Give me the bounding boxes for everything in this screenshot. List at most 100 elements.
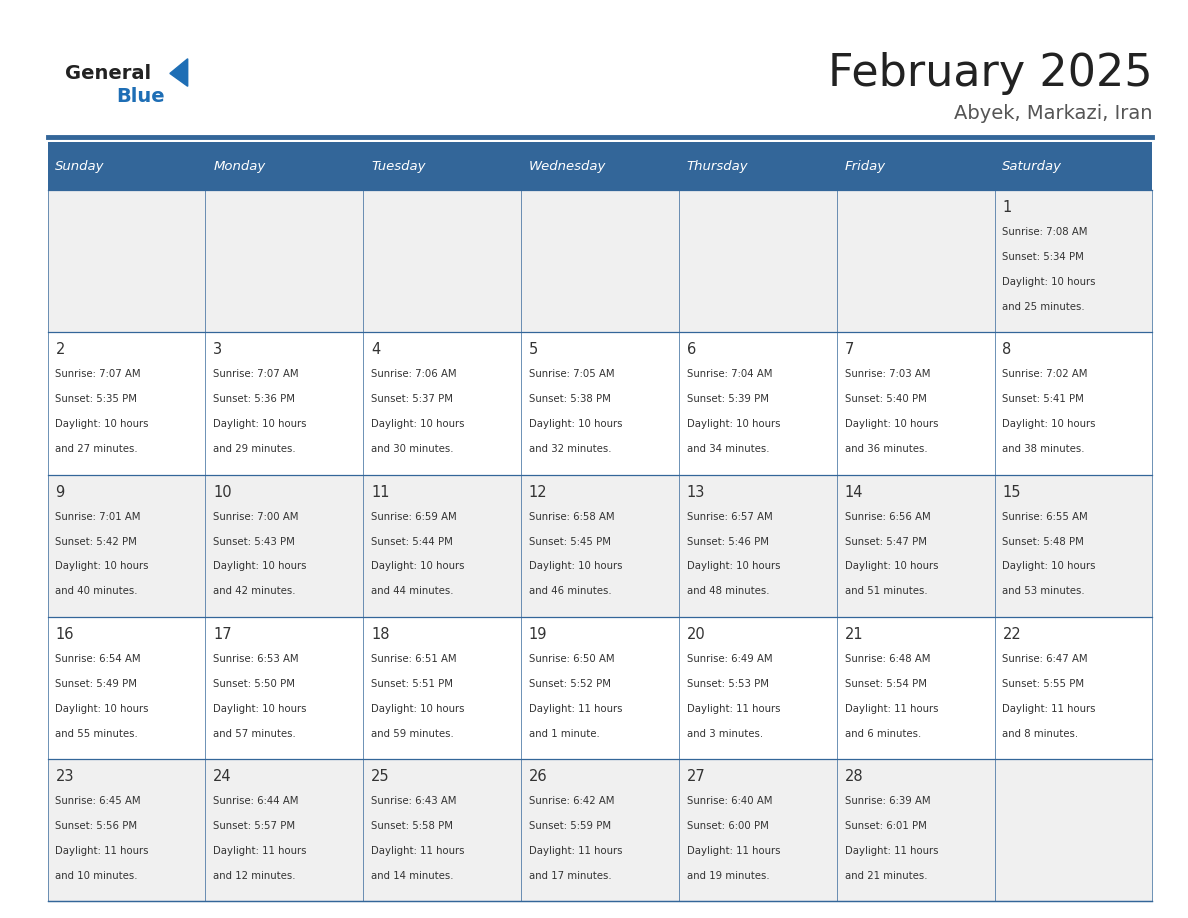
Text: and 42 minutes.: and 42 minutes. [213, 587, 296, 597]
Text: and 57 minutes.: and 57 minutes. [213, 729, 296, 739]
Text: Tuesday: Tuesday [371, 160, 425, 173]
Text: Sunset: 5:34 PM: Sunset: 5:34 PM [1003, 252, 1085, 262]
Text: 3: 3 [213, 342, 222, 357]
Bar [678, 142, 836, 190]
Text: Sunrise: 6:49 AM: Sunrise: 6:49 AM [687, 654, 772, 664]
Text: Sunrise: 6:53 AM: Sunrise: 6:53 AM [213, 654, 299, 664]
Text: 24: 24 [213, 769, 232, 784]
Text: Sunset: 5:55 PM: Sunset: 5:55 PM [1003, 678, 1085, 688]
Text: Sunset: 5:42 PM: Sunset: 5:42 PM [56, 536, 138, 546]
Text: and 19 minutes.: and 19 minutes. [687, 871, 770, 881]
Text: Sunrise: 6:39 AM: Sunrise: 6:39 AM [845, 796, 930, 806]
Text: 20: 20 [687, 627, 706, 642]
Text: Daylight: 10 hours: Daylight: 10 hours [213, 562, 307, 571]
Bar [206, 142, 364, 190]
Text: Sunset: 5:36 PM: Sunset: 5:36 PM [213, 394, 296, 404]
Text: Sunset: 5:50 PM: Sunset: 5:50 PM [213, 678, 296, 688]
Text: 19: 19 [529, 627, 548, 642]
Text: and 17 minutes.: and 17 minutes. [529, 871, 612, 881]
Bar [364, 142, 522, 190]
Text: Sunrise: 7:05 AM: Sunrise: 7:05 AM [529, 369, 614, 379]
Text: and 36 minutes.: and 36 minutes. [845, 444, 927, 454]
Text: 9: 9 [56, 485, 64, 499]
Text: Sunrise: 6:42 AM: Sunrise: 6:42 AM [529, 796, 614, 806]
Text: and 21 minutes.: and 21 minutes. [845, 871, 927, 881]
Text: and 48 minutes.: and 48 minutes. [687, 587, 770, 597]
Bar [48, 759, 206, 901]
Text: Sunrise: 7:03 AM: Sunrise: 7:03 AM [845, 369, 930, 379]
Text: Sunrise: 7:02 AM: Sunrise: 7:02 AM [1003, 369, 1088, 379]
Bar [206, 332, 364, 475]
Text: 13: 13 [687, 485, 706, 499]
Text: 16: 16 [56, 627, 74, 642]
Text: Sunrise: 6:51 AM: Sunrise: 6:51 AM [371, 654, 456, 664]
Text: Sunrise: 6:58 AM: Sunrise: 6:58 AM [529, 511, 614, 521]
Text: Blue: Blue [116, 87, 165, 106]
Bar [364, 759, 522, 901]
Text: Daylight: 10 hours: Daylight: 10 hours [56, 704, 148, 713]
Bar [678, 759, 836, 901]
Text: and 10 minutes.: and 10 minutes. [56, 871, 138, 881]
Text: Sunrise: 6:54 AM: Sunrise: 6:54 AM [56, 654, 141, 664]
Text: and 14 minutes.: and 14 minutes. [371, 871, 454, 881]
Bar [836, 617, 994, 759]
Bar [836, 142, 994, 190]
Text: Daylight: 10 hours: Daylight: 10 hours [845, 562, 939, 571]
Text: and 3 minutes.: and 3 minutes. [687, 729, 763, 739]
Bar [364, 617, 522, 759]
Bar [678, 617, 836, 759]
Text: Daylight: 10 hours: Daylight: 10 hours [371, 704, 465, 713]
Text: Sunset: 5:59 PM: Sunset: 5:59 PM [529, 821, 611, 831]
Text: Sunset: 5:38 PM: Sunset: 5:38 PM [529, 394, 611, 404]
Text: and 6 minutes.: and 6 minutes. [845, 729, 921, 739]
Bar [522, 190, 678, 332]
Text: and 32 minutes.: and 32 minutes. [529, 444, 612, 454]
Text: 23: 23 [56, 769, 74, 784]
Text: Daylight: 11 hours: Daylight: 11 hours [371, 846, 465, 856]
Text: Daylight: 11 hours: Daylight: 11 hours [1003, 704, 1095, 713]
Text: Daylight: 10 hours: Daylight: 10 hours [845, 420, 939, 429]
Text: and 25 minutes.: and 25 minutes. [1003, 302, 1085, 312]
Text: and 53 minutes.: and 53 minutes. [1003, 587, 1085, 597]
Text: 2: 2 [56, 342, 65, 357]
Text: 1: 1 [1003, 200, 1012, 215]
Text: 10: 10 [213, 485, 232, 499]
Text: 27: 27 [687, 769, 706, 784]
Text: Daylight: 10 hours: Daylight: 10 hours [56, 562, 148, 571]
Text: Sunset: 5:43 PM: Sunset: 5:43 PM [213, 536, 295, 546]
Text: and 1 minute.: and 1 minute. [529, 729, 600, 739]
Text: Sunrise: 7:07 AM: Sunrise: 7:07 AM [213, 369, 299, 379]
Text: Sunset: 5:54 PM: Sunset: 5:54 PM [845, 678, 927, 688]
Text: 17: 17 [213, 627, 232, 642]
Bar [994, 332, 1152, 475]
Bar [206, 190, 364, 332]
Text: Daylight: 11 hours: Daylight: 11 hours [845, 846, 939, 856]
Text: Daylight: 10 hours: Daylight: 10 hours [56, 420, 148, 429]
Bar [206, 759, 364, 901]
Text: Sunrise: 6:40 AM: Sunrise: 6:40 AM [687, 796, 772, 806]
Bar [522, 617, 678, 759]
Text: Sunset: 5:44 PM: Sunset: 5:44 PM [371, 536, 453, 546]
Text: Sunset: 6:00 PM: Sunset: 6:00 PM [687, 821, 769, 831]
Bar [206, 617, 364, 759]
Bar [48, 617, 206, 759]
Bar [678, 190, 836, 332]
Text: and 44 minutes.: and 44 minutes. [371, 587, 454, 597]
Text: Daylight: 10 hours: Daylight: 10 hours [213, 704, 307, 713]
Text: Sunrise: 7:06 AM: Sunrise: 7:06 AM [371, 369, 456, 379]
Text: and 38 minutes.: and 38 minutes. [1003, 444, 1085, 454]
Text: February 2025: February 2025 [828, 52, 1152, 95]
Text: Daylight: 10 hours: Daylight: 10 hours [529, 420, 623, 429]
Text: Monday: Monday [213, 160, 265, 173]
Text: Sunset: 5:41 PM: Sunset: 5:41 PM [1003, 394, 1085, 404]
Text: Daylight: 10 hours: Daylight: 10 hours [687, 562, 781, 571]
Text: Sunset: 5:40 PM: Sunset: 5:40 PM [845, 394, 927, 404]
Bar [522, 475, 678, 617]
Bar [364, 475, 522, 617]
Text: Friday: Friday [845, 160, 886, 173]
Text: Sunset: 5:53 PM: Sunset: 5:53 PM [687, 678, 769, 688]
Bar [206, 475, 364, 617]
Bar [836, 759, 994, 901]
Bar [678, 475, 836, 617]
Bar [522, 759, 678, 901]
